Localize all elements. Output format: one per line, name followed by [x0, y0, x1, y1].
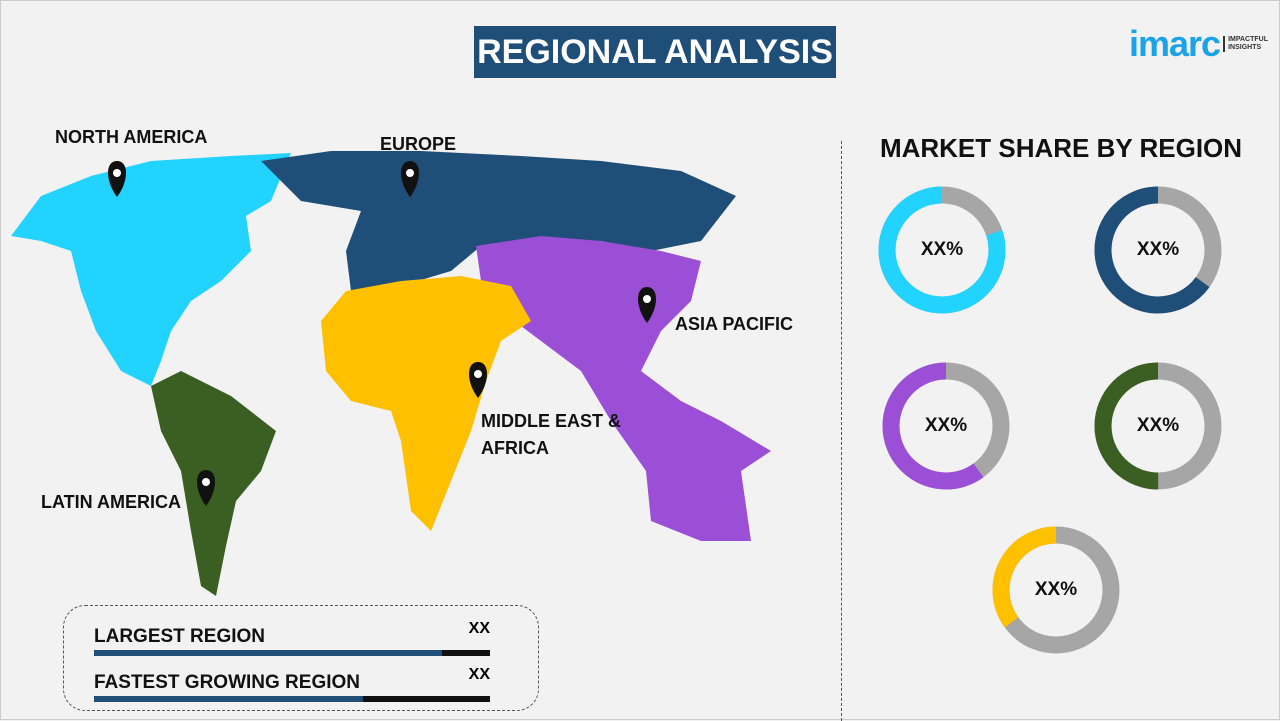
summary-box: LARGEST REGION XX FASTEST GROWING REGION…: [63, 605, 539, 711]
label-north-america: NORTH AMERICA: [55, 127, 208, 147]
region-north-america: [11, 153, 291, 386]
region-middle-east-africa: [321, 276, 531, 531]
donut-segment: [882, 362, 1010, 490]
fastest-growing-region-row: FASTEST GROWING REGION XX: [94, 666, 490, 702]
region-europe: [261, 151, 736, 291]
label-asia-pacific: ASIA PACIFIC: [675, 314, 794, 334]
donut-chart: XX%: [991, 525, 1121, 655]
label-middle-east-africa: MIDDLE EAST & AFRICA: [481, 411, 622, 458]
donut-chart: XX%: [881, 361, 1011, 491]
donut-segment: [1094, 186, 1222, 314]
region-asia-pacific: [476, 236, 771, 541]
donut-chart: XX%: [1093, 361, 1223, 491]
progress-bar: [94, 696, 490, 702]
imarc-logo: imarc IMPACTFUL INSIGHTS: [1129, 23, 1271, 65]
progress-bar: [94, 650, 490, 656]
map-pin-icon: [401, 161, 419, 197]
map-pin-icon: [469, 362, 487, 398]
map-pin-icon: [108, 161, 126, 197]
divider: [841, 141, 842, 721]
map-pin-icon: [197, 470, 215, 506]
donut-chart: XX%: [1093, 185, 1223, 315]
donut-segment: [992, 526, 1120, 654]
donut-segment: [1094, 362, 1222, 490]
label-latin-america: LATIN AMERICA: [41, 492, 181, 512]
market-share-title: MARKET SHARE BY REGION: [879, 133, 1243, 163]
donut-segment: [878, 186, 1006, 314]
donut-chart: XX%: [877, 185, 1007, 315]
largest-region-row: LARGEST REGION XX: [94, 620, 490, 656]
map-pins: [108, 161, 656, 506]
world-map: [11, 151, 771, 596]
label-europe: EUROPE: [380, 134, 457, 154]
page-title: REGIONAL ANALYSIS: [474, 26, 836, 78]
map-pin-icon: [638, 287, 656, 323]
